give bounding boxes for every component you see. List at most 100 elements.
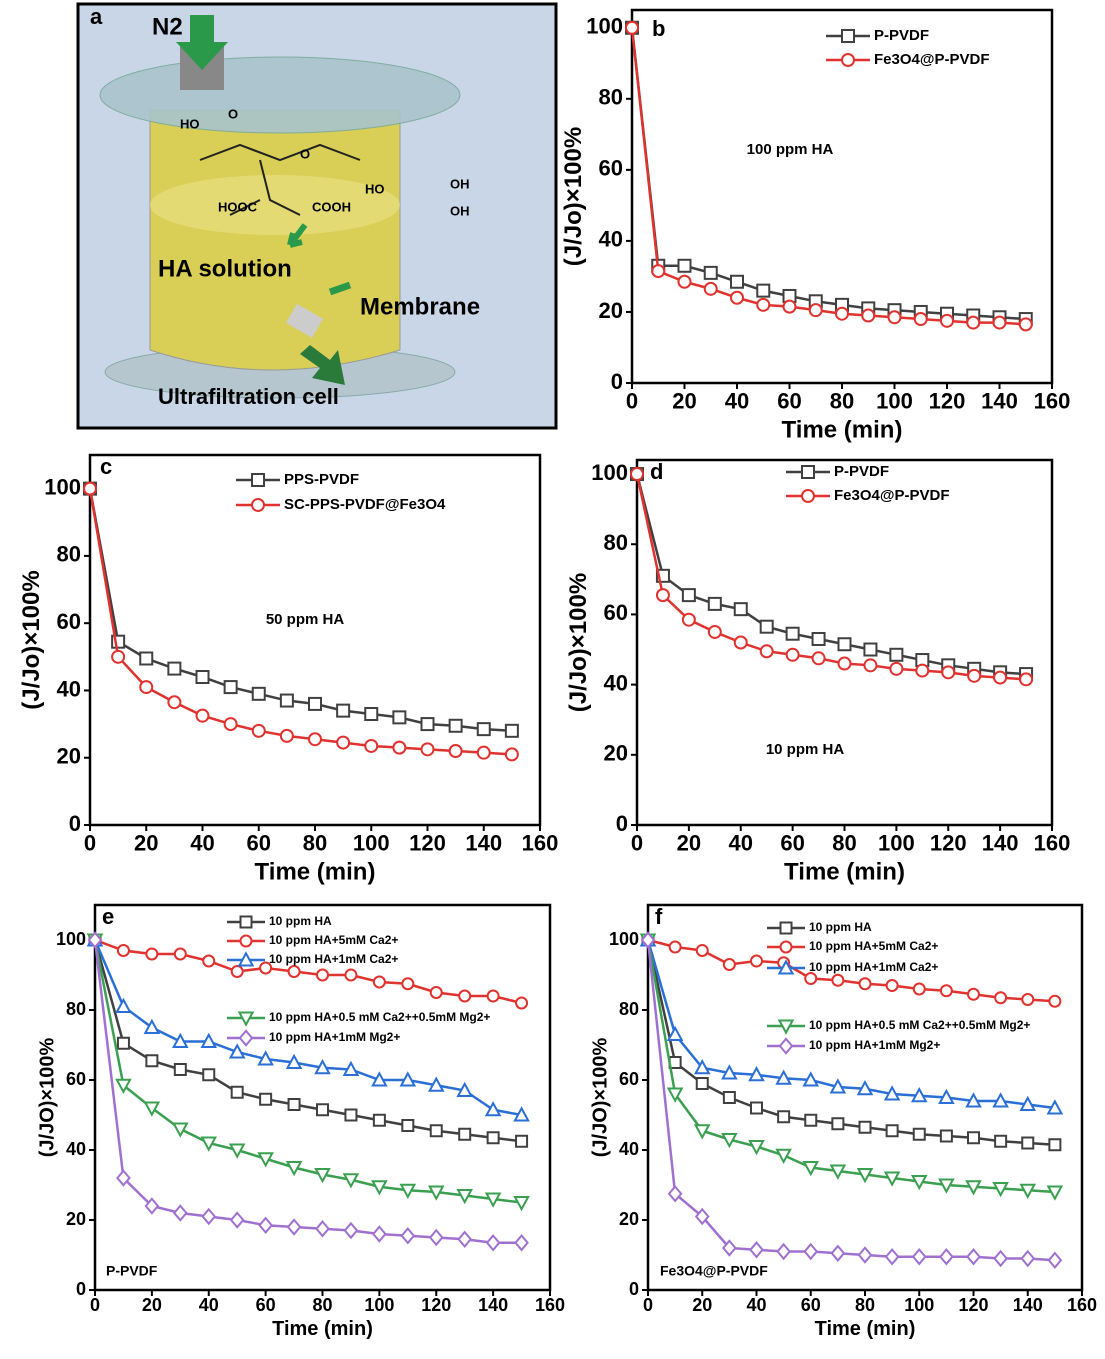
marker [858, 1120, 872, 1134]
marker [915, 663, 930, 678]
marker [285, 1161, 303, 1177]
marker [172, 1032, 189, 1048]
x-tick-label: 120 [421, 1295, 451, 1315]
marker [861, 308, 876, 323]
legend-label: 10 ppm HA+1mM Mg2+ [269, 1030, 400, 1044]
x-axis-label: Time (min) [272, 1318, 373, 1340]
marker [258, 1216, 273, 1234]
x-tick-label: 60 [777, 389, 801, 414]
annotation: 50 ppm HA [266, 611, 345, 628]
marker [315, 1220, 330, 1238]
y-axis-label: (J/Jo)×100% [18, 570, 45, 709]
series-line [647, 938, 1055, 1003]
marker [889, 661, 904, 676]
marker [756, 283, 771, 298]
chem-group: OH [450, 203, 470, 218]
marker [883, 1085, 901, 1101]
y-tick-label: 20 [599, 298, 623, 323]
marker [476, 745, 491, 760]
marker [485, 1234, 501, 1252]
legend-label: 10 ppm HA+1mM Ca2+ [269, 952, 398, 966]
marker [722, 1091, 736, 1104]
marker [200, 1136, 218, 1152]
marker [316, 968, 329, 982]
solution-surface [150, 175, 400, 235]
marker [966, 315, 981, 330]
marker [239, 915, 253, 929]
marker [429, 1124, 443, 1138]
marker [707, 624, 722, 639]
series-line [88, 488, 512, 733]
marker [750, 1101, 763, 1115]
legend-label: SC-PPS-PVDF@Fe3O4 [284, 496, 446, 513]
marker [785, 626, 800, 641]
y-tick-label: 20 [619, 1209, 639, 1229]
marker [195, 670, 210, 684]
marker [994, 1134, 1008, 1148]
marker [707, 596, 722, 611]
marker [830, 1244, 846, 1262]
marker [287, 1098, 301, 1111]
x-tick-label: 120 [958, 1295, 988, 1315]
panel-a: a N2 HA solution Membrane Ultrafiltratio… [76, 2, 558, 430]
marker [344, 968, 358, 982]
marker [1021, 993, 1035, 1006]
marker [883, 1171, 901, 1187]
marker [759, 644, 774, 659]
series-line [93, 939, 522, 1117]
legend-label: Fe3O4@P-PVDF [834, 487, 950, 504]
marker [115, 997, 132, 1013]
series-line [635, 473, 1027, 676]
marker [314, 1059, 331, 1075]
marker [640, 931, 656, 949]
marker [804, 1113, 818, 1127]
x-tick-label: 0 [90, 1295, 100, 1315]
marker [703, 281, 718, 296]
series-line [93, 939, 522, 1204]
marker [364, 707, 379, 721]
marker [287, 965, 301, 978]
solution-label: HA solution [158, 255, 292, 282]
marker [228, 1143, 246, 1159]
y-tick-label: 20 [66, 1209, 86, 1229]
marker [939, 984, 953, 998]
marker [1046, 1099, 1064, 1115]
marker [940, 313, 954, 328]
marker [202, 1068, 216, 1082]
marker [782, 299, 797, 314]
x-tick-label: 100 [876, 389, 913, 414]
marker [372, 1225, 387, 1243]
marker [420, 717, 435, 732]
y-tick-label: 80 [66, 999, 86, 1019]
marker [145, 1054, 159, 1068]
marker [504, 723, 519, 738]
x-tick-label: 40 [729, 831, 753, 856]
marker [308, 732, 322, 747]
marker [230, 1085, 244, 1099]
y-axis-label: (J/Jo)×100% [565, 573, 592, 712]
marker [992, 1092, 1009, 1108]
y-tick-label: 60 [599, 156, 623, 181]
marker [448, 718, 463, 733]
marker [139, 651, 154, 666]
marker [1046, 1185, 1064, 1201]
marker [259, 961, 273, 975]
y-tick-label: 0 [76, 1279, 86, 1299]
marker [145, 947, 159, 961]
series-line [646, 939, 1055, 1146]
y-tick-label: 40 [599, 227, 623, 252]
marker [829, 1164, 847, 1180]
marker [677, 274, 692, 289]
marker [748, 1066, 765, 1082]
marker [777, 959, 795, 975]
panel-letter: e [102, 904, 114, 929]
chem-group: HO [180, 116, 200, 131]
marker [912, 982, 926, 996]
marker [308, 696, 322, 711]
marker [344, 1108, 358, 1122]
y-tick-label: 0 [629, 1279, 639, 1299]
x-tick-label: 160 [1034, 389, 1071, 414]
marker [1020, 1249, 1036, 1268]
legend-label: Fe3O4@P-PVDF [874, 51, 990, 68]
x-tick-label: 80 [312, 1295, 332, 1315]
